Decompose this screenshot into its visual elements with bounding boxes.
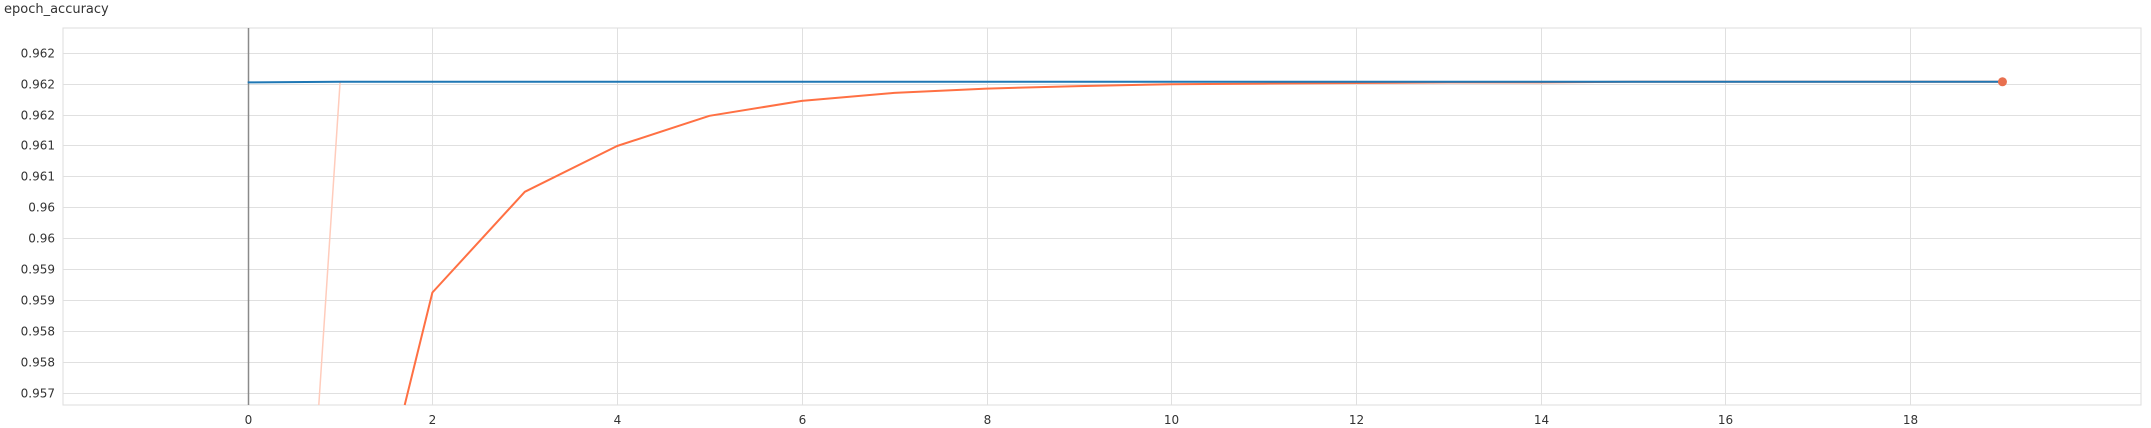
y-tick-label: 0.96 [28, 232, 55, 246]
y-tick-label: 0.958 [21, 356, 55, 370]
series-line-1 [403, 80, 2003, 406]
y-tick-label: 0.961 [21, 170, 55, 184]
x-tick-label: 8 [984, 413, 992, 427]
y-tick-label: 0.959 [21, 263, 55, 277]
y-tick-label: 0.961 [21, 139, 55, 153]
x-tick-label: 12 [1349, 413, 1364, 427]
x-tick-label: 10 [1164, 413, 1179, 427]
x-tick-label: 6 [799, 413, 807, 427]
x-tick-label: 16 [1718, 413, 1733, 427]
series-line-0 [247, 80, 2003, 84]
x-tick-label: 4 [614, 413, 622, 427]
y-tick-label: 0.96 [28, 201, 55, 215]
y-tick-label: 0.962 [21, 109, 55, 123]
x-tick-label: 14 [1534, 413, 1549, 427]
grid-layer [62, 27, 2142, 406]
y-tick-label: 0.962 [21, 78, 55, 92]
y-tick-label: 0.957 [21, 387, 55, 401]
series-end-point [1997, 77, 2007, 87]
series-layer [247, 77, 2007, 406]
x-tick-label: 0 [245, 413, 253, 427]
x-tick-label: 18 [1903, 413, 1918, 427]
y-tick-label: 0.958 [21, 325, 55, 339]
x-tick-label: 2 [429, 413, 437, 427]
chart-title: epoch_accuracy [4, 2, 109, 17]
y-tick-label: 0.962 [21, 47, 55, 61]
y-tick-label: 0.959 [21, 294, 55, 308]
series-line-2 [318, 81, 2003, 406]
label-layer: 0.957 0.958 0.958 0.959 0.959 0.96 0.96 0.961 0.… [21, 47, 1919, 428]
plot-border [62, 27, 2142, 406]
